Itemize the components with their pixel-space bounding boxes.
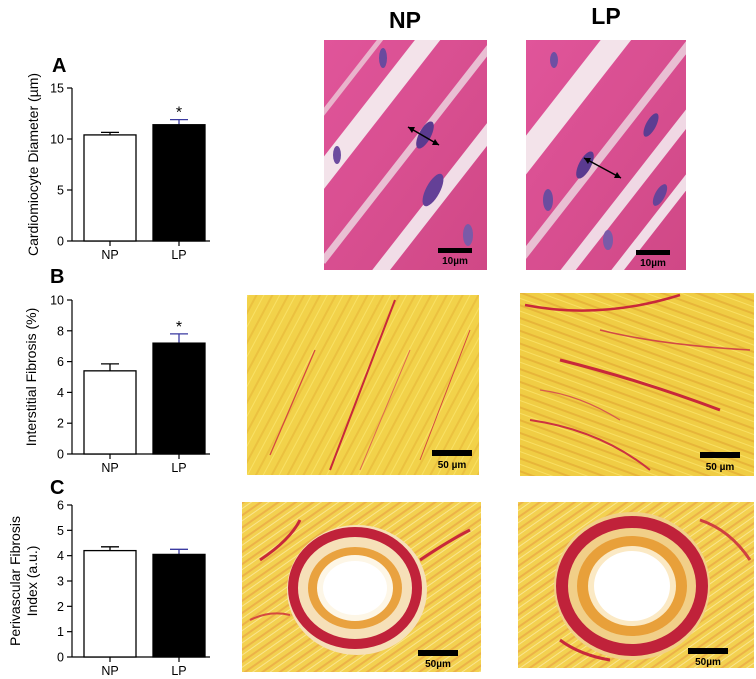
column-title-np: NP bbox=[389, 7, 421, 33]
y-tick-label: 4 bbox=[57, 386, 64, 400]
x-tick-label: LP bbox=[171, 461, 186, 475]
scale-bar-label: 10µm bbox=[640, 258, 666, 269]
y-tick-label: 4 bbox=[57, 549, 64, 563]
y-tick-label: 8 bbox=[57, 324, 64, 338]
micrograph-perivascular-lp: 50µm bbox=[518, 502, 754, 668]
chart-interstitial-fibrosis: 0 2 4 6 8 10 NP LP * Interstitial Fibrosis (%) bbox=[23, 294, 210, 475]
panel-letter-c: C bbox=[50, 477, 64, 499]
scale-bar-label: 50µm bbox=[695, 657, 721, 668]
micrograph-interstitial-lp: 50 µm bbox=[520, 293, 754, 476]
micrograph-interstitial-np: 50 µm bbox=[247, 295, 479, 475]
bar-lp bbox=[152, 342, 206, 455]
y-tick-label: 10 bbox=[50, 133, 64, 147]
bar-lp bbox=[152, 553, 206, 658]
x-tick-label: LP bbox=[171, 248, 186, 262]
x-tick-label: LP bbox=[171, 664, 186, 678]
bar-np bbox=[83, 134, 137, 242]
chart-cardiomyocyte-diameter: 0 5 10 15 NP LP * Cardiomiocyte Diameter (µm) bbox=[25, 73, 210, 262]
y-tick-label: 0 bbox=[57, 651, 64, 665]
scale-bar-label: 50µm bbox=[425, 659, 451, 670]
y-axis-label: Interstitial Fibrosis (%) bbox=[23, 308, 39, 446]
chart-perivascular-fibrosis: 0 1 2 3 4 5 6 NP LP Perivascular Fibrosis Index (a… bbox=[7, 499, 210, 678]
y-tick-label: 6 bbox=[57, 355, 64, 369]
panel-letter-b: B bbox=[50, 266, 64, 288]
x-tick-label: NP bbox=[101, 248, 118, 262]
micrograph-he-lp: 10µm bbox=[526, 40, 686, 270]
bar-np bbox=[83, 370, 137, 455]
x-tick-label: NP bbox=[101, 461, 118, 475]
y-axis-label: Perivascular Fibrosis bbox=[7, 516, 23, 646]
y-tick-label: 1 bbox=[57, 625, 64, 639]
y-tick-label: 5 bbox=[57, 184, 64, 198]
y-tick-label: 10 bbox=[50, 294, 64, 308]
micrograph-perivascular-np: 50µm bbox=[242, 502, 481, 672]
y-tick-label: 3 bbox=[57, 575, 64, 589]
y-tick-label: 2 bbox=[57, 417, 64, 431]
y-tick-label: 5 bbox=[57, 524, 64, 538]
scale-bar-label: 50 µm bbox=[438, 460, 467, 471]
y-tick-label: 0 bbox=[57, 235, 64, 249]
y-tick-label: 15 bbox=[50, 82, 64, 96]
scale-bar-label: 50 µm bbox=[706, 462, 735, 473]
x-tick-label: NP bbox=[101, 664, 118, 678]
significance-marker: * bbox=[176, 105, 182, 122]
y-axis-label: Index (a.u.) bbox=[24, 546, 40, 617]
bar-np bbox=[83, 549, 137, 658]
panel-letter-a: A bbox=[52, 55, 66, 77]
bar-lp bbox=[152, 124, 206, 242]
column-title-lp: LP bbox=[591, 3, 620, 29]
scale-bar-label: 10µm bbox=[442, 256, 468, 267]
y-tick-label: 6 bbox=[57, 499, 64, 513]
y-tick-label: 2 bbox=[57, 600, 64, 614]
y-axis-label: Cardiomiocyte Diameter (µm) bbox=[25, 73, 41, 256]
significance-marker: * bbox=[176, 319, 182, 336]
micrograph-he-np: 10µm bbox=[324, 40, 487, 270]
y-tick-label: 0 bbox=[57, 448, 64, 462]
